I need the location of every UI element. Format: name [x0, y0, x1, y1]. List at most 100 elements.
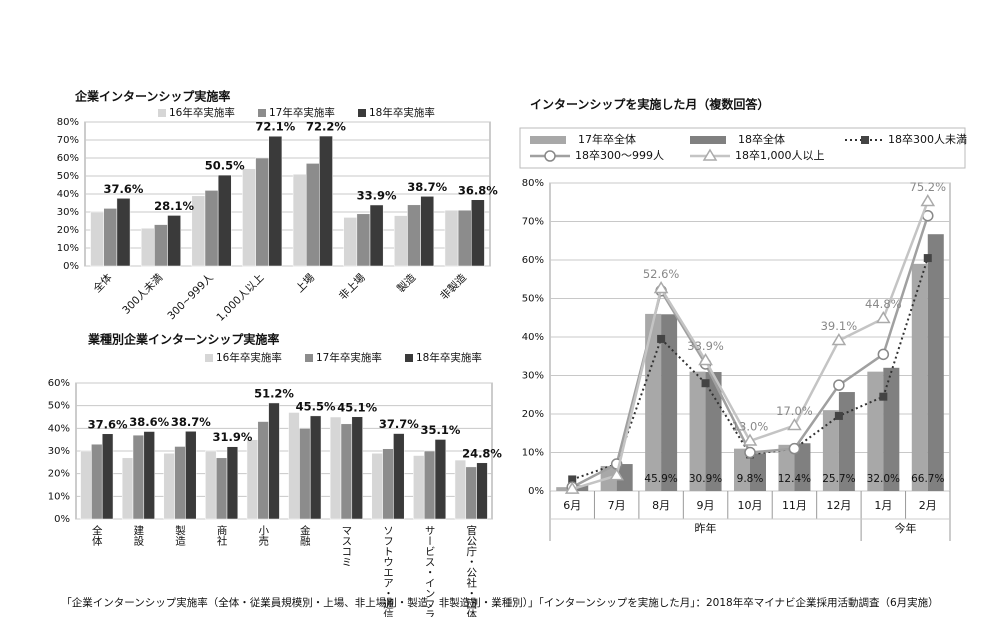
y-tick-label: 40% — [522, 332, 544, 343]
bar — [246, 439, 259, 520]
y-tick-label: 40% — [57, 189, 79, 200]
bar — [163, 453, 175, 520]
value-label: 25.7% — [822, 473, 855, 485]
bar — [91, 443, 103, 520]
x-tick-label: 1,000人以上 — [214, 272, 266, 324]
bar — [268, 402, 280, 520]
y-tick-label: 10% — [522, 448, 544, 459]
bar — [101, 433, 114, 520]
x-tick-label: 官公庁・公社・団体 — [465, 524, 477, 617]
value-label: 51.2% — [254, 386, 294, 400]
value-label: 44.8% — [865, 297, 902, 311]
value-label: 33.9% — [687, 339, 724, 353]
legend-label: 18卒300～999人 — [575, 148, 664, 162]
x-tick-label: 9月 — [697, 499, 715, 512]
marker — [698, 353, 713, 366]
bar — [454, 459, 467, 520]
x-tick-label: 非製造 — [437, 271, 469, 303]
value-label: 32.0% — [867, 473, 900, 485]
bar — [420, 196, 435, 267]
y-tick-label: 60% — [57, 153, 79, 164]
x-tick-label: 6月 — [563, 499, 581, 512]
bar — [393, 433, 405, 520]
x-tick-label: 非上場 — [336, 271, 368, 303]
bar — [778, 444, 795, 491]
bar — [292, 173, 307, 267]
x-tick-label: 全体 — [91, 524, 103, 547]
x-tick-label: 商社 — [216, 524, 228, 547]
bar — [121, 457, 134, 520]
y-tick-label: 10% — [57, 243, 79, 254]
bar — [476, 462, 488, 520]
marker — [920, 194, 936, 207]
bar — [174, 446, 186, 520]
legend-marker — [702, 148, 718, 161]
bar — [394, 215, 408, 267]
y-tick-label: 0% — [54, 514, 70, 525]
x-tick-label: 製造 — [174, 524, 186, 546]
bar — [205, 450, 217, 520]
legend-label: 18卒全体 — [738, 132, 785, 146]
value-label: 38.7% — [171, 415, 211, 429]
bar — [255, 157, 270, 267]
chart-title: 業種別企業インターンシップ実施率 — [87, 332, 279, 347]
bar — [444, 209, 459, 267]
legend-label: 16年卒実施率 — [169, 106, 235, 119]
bar — [423, 450, 436, 520]
marker — [609, 468, 624, 481]
y-tick-label: 80% — [522, 178, 544, 189]
value-label: 36.8% — [458, 183, 498, 197]
y-tick-label: 0% — [63, 261, 79, 272]
x-tick-label: 2月 — [919, 499, 937, 512]
bar — [288, 412, 300, 520]
y-tick-label: 80% — [57, 117, 79, 128]
legend-swatch — [305, 354, 313, 362]
bar — [734, 448, 750, 491]
y-tick-label: 30% — [48, 446, 70, 457]
value-label: 33.9% — [357, 188, 397, 202]
bar — [268, 135, 283, 267]
value-label: 28.1% — [154, 199, 194, 213]
x-tick-label: 1月 — [874, 499, 892, 512]
bar — [90, 211, 104, 267]
marker — [879, 392, 888, 401]
legend-marker — [544, 150, 556, 162]
bar — [434, 439, 447, 520]
legend-swatch — [258, 109, 266, 117]
value-label: 12.4% — [778, 473, 811, 485]
marker — [834, 411, 843, 420]
y-tick-label: 60% — [522, 255, 544, 266]
marker — [787, 418, 802, 431]
bar — [867, 371, 884, 491]
legend-marker — [861, 136, 869, 144]
x-tick-label: ソフトウエア・通信 — [382, 525, 394, 617]
x-tick-label: 製造 — [394, 271, 418, 295]
bar — [661, 314, 678, 491]
x-tick-label: サービス・インフラ — [424, 525, 436, 617]
bar — [116, 198, 131, 267]
bar — [143, 431, 155, 520]
bar — [309, 415, 322, 520]
bar — [140, 227, 155, 267]
caption: 「企業インターンシップ実施率（全体・従業員規模別・上場、非上場別・製造、非製造別… — [61, 596, 938, 609]
bar — [242, 168, 256, 267]
x-tick-label: 上場 — [293, 271, 317, 295]
x-tick-label: マスコミ — [340, 525, 352, 567]
bar — [215, 457, 228, 520]
bar — [185, 431, 197, 520]
bar — [132, 434, 145, 520]
chart-title: 企業インターンシップ実施率 — [74, 89, 230, 104]
bar — [413, 455, 425, 520]
bar — [217, 174, 232, 267]
bar — [154, 224, 168, 267]
value-label: 17.0% — [776, 404, 813, 418]
value-label: 50.5% — [205, 159, 245, 173]
legend-swatch — [358, 109, 366, 117]
y-tick-label: 60% — [48, 378, 70, 389]
bar — [794, 443, 811, 491]
legend-swatch — [405, 354, 413, 362]
bar — [616, 464, 633, 491]
legend-label: 18卒300人未満 — [888, 132, 967, 146]
value-label: 75.2% — [910, 180, 947, 194]
